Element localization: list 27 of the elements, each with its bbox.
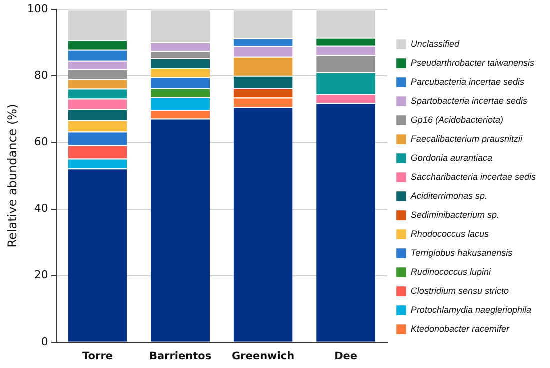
legend-label: Rudinococcus lupini <box>410 267 492 277</box>
x-tick-label: Greenwich <box>232 350 295 362</box>
y-tick-label: 100 <box>27 2 48 16</box>
legend-label: Rhodococcus lacus <box>410 229 490 239</box>
legend-label: Protochlamydia naegleriophila <box>410 305 532 315</box>
x-tick-label: Dee <box>334 350 358 362</box>
x-tick-label: Barrientos <box>149 350 212 362</box>
y-tick-label: 80 <box>34 69 48 82</box>
legend-label: Pseudarthrobacter taiwanensis <box>410 58 536 68</box>
legend-label: Spartobacteria incertae sedis <box>410 96 528 106</box>
legend-label: Unclassified <box>410 39 460 49</box>
legend-label: Gordonia aurantiaca <box>410 153 492 163</box>
y-tick-label: 40 <box>34 202 48 216</box>
y-tick-label: 60 <box>34 136 48 149</box>
y-axis-title: Relative abundance (%) <box>5 104 20 248</box>
legend-label: Gp16 (Acidobacteriota) <box>410 115 504 125</box>
legend-label: Ktedonobacter racemifer <box>410 324 510 334</box>
legend-label: Clostridium sensu stricto <box>410 286 509 296</box>
legend-label: Saccharibacteria incertae sedis <box>410 172 536 182</box>
legend-label: Aciditerrimonas sp. <box>410 191 488 201</box>
legend-label: Faecalibacterium prausnitzii <box>410 134 524 144</box>
x-tick-label: Torre <box>82 350 114 362</box>
legend-label: Terriglobus hakusanensis <box>410 248 514 258</box>
y-tick-label: 20 <box>34 268 48 282</box>
y-tick-label: 0 <box>41 335 48 348</box>
legend-label: Parcubacteria incertae sedis <box>410 77 525 87</box>
legend-label: Sediminibacterium sp. <box>410 210 500 220</box>
